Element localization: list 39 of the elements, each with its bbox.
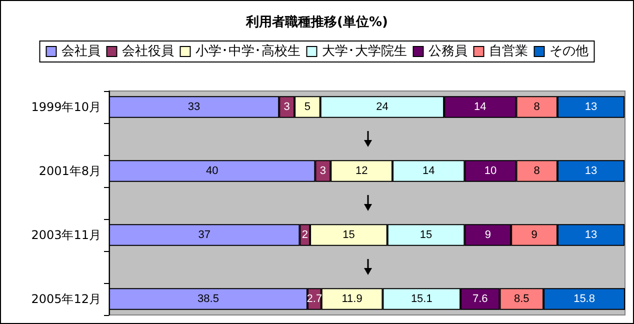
chart-title: 利用者職種推移(単位%) [245,14,388,30]
data-label: 12 [355,165,368,177]
legend-label: 会社役員 [122,44,174,59]
legend-label: 会社員 [61,44,100,59]
data-label: 3 [284,101,290,113]
data-label: 14 [422,165,435,177]
data-label: 13 [584,229,598,241]
legend-label: 小学･中学･高校生 [195,43,300,59]
data-label: 11.9 [342,293,362,305]
data-label: 8 [534,101,540,113]
data-label: 15 [420,229,432,241]
data-label: 3 [320,165,326,177]
data-label: 14 [474,101,486,113]
data-label: 5 [304,101,311,113]
y-tick-label: 2003年11月 [31,228,101,242]
y-tick-label: 2005年12月 [31,292,101,306]
data-label: 33 [188,101,200,113]
y-tick-label: 2001年8月 [38,164,101,178]
data-label: 38.5 [198,293,219,305]
data-label: 13 [584,165,598,177]
data-label: 7.6 [472,293,488,305]
data-label: 15.8 [574,293,595,305]
y-tick-label: 1999年10月 [31,100,101,114]
data-label: 8.5 [514,293,530,305]
data-label: 15.1 [410,293,432,305]
data-label: 40 [206,165,218,177]
data-label: 15 [342,229,355,241]
data-label: 24 [376,101,388,113]
data-label: 13 [584,101,598,113]
legend-label: 公務員 [428,44,468,59]
data-label: 37 [198,229,210,241]
data-label: 8 [534,165,540,177]
legend-label: その他 [549,44,588,59]
legend-label: 自営業 [488,44,528,59]
data-label: 9 [531,229,538,241]
legend-label: 大学･大学院生 [322,44,407,59]
data-label: 10 [484,165,497,177]
data-label: 2 [302,229,308,241]
data-label: 9 [484,229,491,241]
